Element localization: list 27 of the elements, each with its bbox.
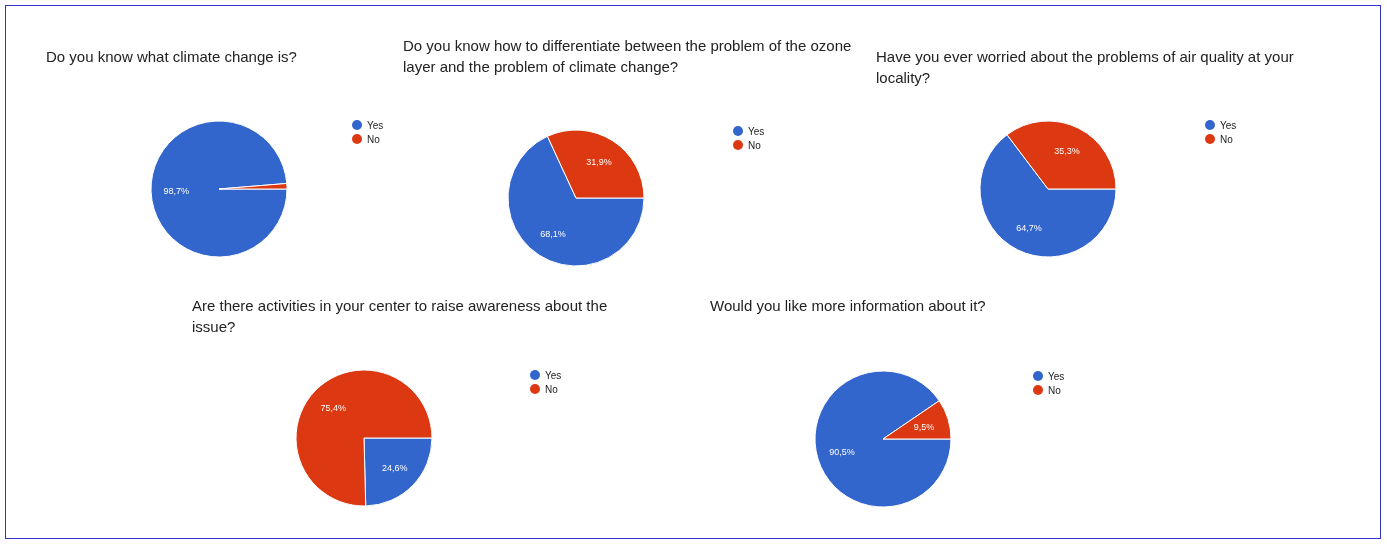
- chart-title: Do you know how to differentiate between the problem of the ozone layer and the problem of climate change?: [403, 37, 852, 75]
- chart-title: Are there activities in your center to raise awareness about the issue?: [192, 297, 608, 335]
- data-label: 90,5%: [829, 446, 855, 457]
- data-label: 24,6%: [381, 463, 408, 474]
- data-label: 68,1%: [540, 229, 566, 240]
- chart-title: Would you like more information about it?: [710, 297, 986, 314]
- data-label: 75,4%: [320, 403, 347, 414]
- legend-label: No: [545, 383, 559, 395]
- legend-label: No: [1048, 384, 1062, 396]
- data-label: 9,5%: [913, 421, 935, 432]
- pie-slice: [150, 120, 288, 258]
- pie-slice: [295, 369, 433, 507]
- chart-title: Do you know what climate change is?: [46, 48, 297, 65]
- data-label: 35,3%: [1054, 145, 1080, 156]
- legend-label: No: [1220, 133, 1234, 145]
- data-label: 64,7%: [1016, 222, 1042, 233]
- legend-label: Yes: [367, 119, 384, 131]
- legend-label: Yes: [1048, 370, 1065, 382]
- legend-label: No: [748, 139, 762, 151]
- data-label: 98,7%: [163, 185, 189, 196]
- legend-label: Yes: [545, 369, 562, 381]
- pie-slice: [814, 370, 952, 508]
- legend-label: Yes: [748, 125, 765, 137]
- legend-label: No: [367, 133, 381, 145]
- chart-title: Have you ever worried about the problems of air quality at your locality?: [876, 48, 1294, 86]
- data-label: 31,9%: [586, 157, 612, 168]
- legend-label: Yes: [1220, 119, 1237, 131]
